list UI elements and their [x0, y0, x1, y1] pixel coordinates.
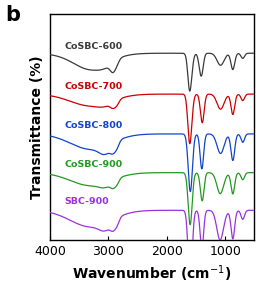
- Text: CoSBC-900: CoSBC-900: [64, 160, 123, 169]
- Text: CoSBC-600: CoSBC-600: [64, 42, 123, 51]
- Text: b: b: [5, 6, 20, 26]
- Text: SBC-900: SBC-900: [64, 197, 109, 206]
- Text: CoSBC-800: CoSBC-800: [64, 121, 123, 130]
- Y-axis label: Transmittance (%): Transmittance (%): [30, 56, 44, 199]
- Text: CoSBC-700: CoSBC-700: [64, 82, 123, 91]
- X-axis label: Wavenumber (cm$^{-1}$): Wavenumber (cm$^{-1}$): [73, 264, 232, 284]
